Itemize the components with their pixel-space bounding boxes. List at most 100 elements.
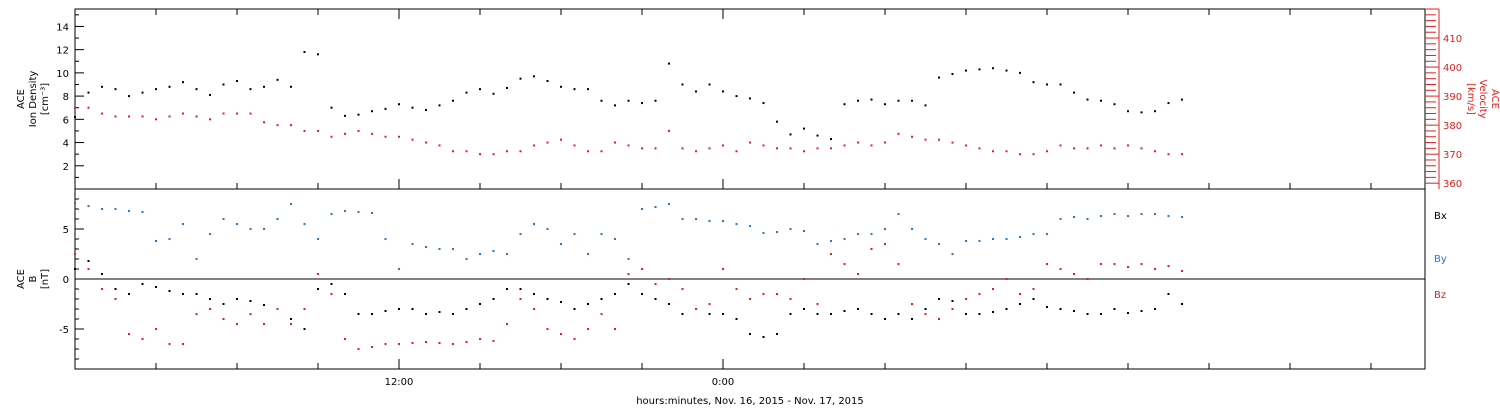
data-point [735,288,738,290]
data-point [641,102,643,105]
data-point [830,253,832,255]
b-tick-label: -5 [59,325,69,336]
data-point [695,308,697,310]
data-point [452,150,454,153]
data-point [627,273,630,275]
data-point [924,313,927,315]
data-point [330,283,333,285]
data-point [492,298,495,300]
data-point [668,203,670,205]
b-axis-title: ACEB[nT] [16,269,51,289]
b-axis-title-line: ACE [16,269,27,289]
data-point [168,343,171,345]
data-point [924,138,927,141]
data-point [1181,303,1183,305]
data-point [384,135,387,138]
data-point [317,53,319,56]
data-point [384,107,387,110]
data-point [776,120,778,123]
data-point [1100,144,1102,147]
data-point [506,288,508,290]
data-point [209,118,211,121]
data-point [695,218,697,220]
data-point [1127,144,1129,147]
data-point [101,112,103,115]
velocity-tick-label: 380 [1443,121,1462,132]
data-point [668,278,670,280]
data-point [290,323,292,325]
data-point [708,303,711,305]
data-point [924,104,927,107]
data-point [587,88,589,91]
bottom-panel: -5 0 5 ACEB[nT] Bx By Bz [16,188,1447,370]
data-point [1127,110,1129,113]
data-point [438,248,441,250]
data-point [1127,266,1129,268]
data-point [992,67,994,70]
data-point [965,144,967,147]
data-point [357,211,360,213]
data-point [816,303,819,305]
velocity-axis-title: ACEVelocity[km/s] [1465,79,1500,118]
data-point [1167,265,1170,267]
data-point [114,208,117,210]
data-point [249,88,252,91]
density-tick-label: 4 [63,139,69,150]
data-point [411,308,414,310]
data-point [506,253,508,255]
data-point [560,85,562,88]
data-point [1140,263,1143,265]
data-point [546,141,549,144]
data-point [384,238,387,240]
legend-bx: Bx [1434,211,1447,222]
data-point [749,298,751,300]
data-point [290,124,292,127]
data-point [128,95,130,98]
data-point [857,308,859,310]
data-point [438,144,441,147]
data-point [978,68,981,71]
data-point [114,88,117,91]
data-point [74,268,76,270]
data-point [465,308,468,310]
data-point [843,238,846,240]
data-point [1086,98,1089,101]
data-point [1100,215,1102,217]
data-point [533,75,535,78]
data-point [897,213,900,215]
data-point [438,104,441,107]
data-point [492,250,495,252]
data-point [870,98,873,101]
data-point [911,99,913,102]
data-point [776,333,778,335]
data-point [357,313,360,315]
data-point [1032,81,1035,84]
data-point [614,238,616,240]
data-point [600,99,603,102]
data-point [236,223,238,225]
data-point [276,124,279,127]
data-point [708,220,711,222]
data-point [195,88,198,91]
data-point [627,144,630,147]
data-point [1113,103,1116,106]
data-point [398,103,400,106]
data-point [263,85,265,88]
data-point [533,223,535,225]
data-point [951,141,954,144]
data-point [897,313,900,315]
data-point [263,121,265,124]
data-point [857,273,859,275]
data-point [1005,238,1008,240]
data-point [155,286,157,288]
data-point [722,220,724,222]
data-point [843,310,846,312]
data-point [776,231,778,233]
data-point [654,298,657,300]
velocity-tick-label: 410 [1443,34,1462,45]
data-point [141,91,144,94]
data-point [1113,213,1116,215]
data-point [452,313,454,315]
data-point [155,88,157,91]
data-point [479,338,481,340]
